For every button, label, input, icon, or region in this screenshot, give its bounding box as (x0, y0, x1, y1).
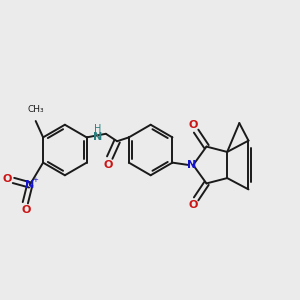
Text: O: O (103, 160, 113, 170)
Text: N: N (187, 160, 196, 170)
Text: +: + (32, 177, 38, 183)
Text: CH₃: CH₃ (27, 105, 44, 114)
Text: O: O (188, 200, 198, 210)
Text: O: O (2, 174, 12, 184)
Text: N: N (25, 180, 34, 190)
Text: H: H (94, 124, 101, 134)
Text: N: N (93, 132, 102, 142)
Text: O: O (22, 205, 31, 215)
Text: O: O (188, 120, 198, 130)
